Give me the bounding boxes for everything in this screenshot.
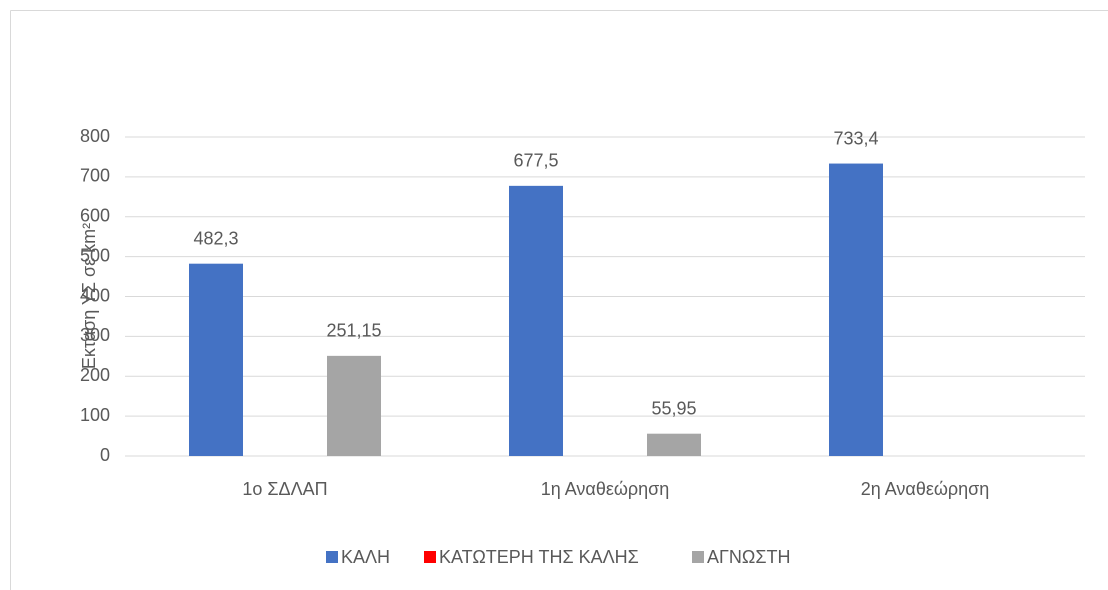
y-tick-label: 500 bbox=[80, 245, 110, 265]
bar bbox=[829, 163, 883, 456]
y-tick-label: 800 bbox=[80, 126, 110, 146]
y-tick-label: 300 bbox=[80, 325, 110, 345]
data-label: 55,95 bbox=[651, 398, 696, 418]
y-axis-label: Εκταση ΥΣ σε km² bbox=[79, 223, 99, 369]
bar bbox=[189, 263, 243, 456]
x-tick-label: 1η Αναθεώρηση bbox=[541, 479, 670, 499]
bar bbox=[327, 355, 381, 456]
y-tick-label: 0 bbox=[100, 445, 110, 465]
data-label: 733,4 bbox=[833, 128, 878, 148]
bar bbox=[647, 433, 701, 456]
x-tick-label: 2η Αναθεώρηση bbox=[861, 479, 990, 499]
data-label: 677,5 bbox=[513, 151, 558, 171]
legend-swatch bbox=[424, 551, 436, 563]
legend-label: ΚΑΤΩΤΕΡΗ ΤΗΣ ΚΑΛΗΣ bbox=[439, 547, 639, 567]
data-label: 251,15 bbox=[326, 321, 381, 341]
x-tick-label: 1ο ΣΔΛΑΠ bbox=[242, 479, 327, 499]
legend-label: ΑΓΝΩΣΤΗ bbox=[707, 547, 791, 567]
y-tick-label: 700 bbox=[80, 166, 110, 186]
y-tick-label: 200 bbox=[80, 365, 110, 385]
data-label: 482,3 bbox=[193, 228, 238, 248]
legend-swatch bbox=[692, 551, 704, 563]
legend-swatch bbox=[326, 551, 338, 563]
legend-label: ΚΑΛΗ bbox=[341, 547, 390, 567]
y-tick-label: 100 bbox=[80, 405, 110, 425]
bar bbox=[509, 185, 563, 457]
y-tick-label: 400 bbox=[80, 285, 110, 305]
y-tick-label: 600 bbox=[80, 206, 110, 226]
